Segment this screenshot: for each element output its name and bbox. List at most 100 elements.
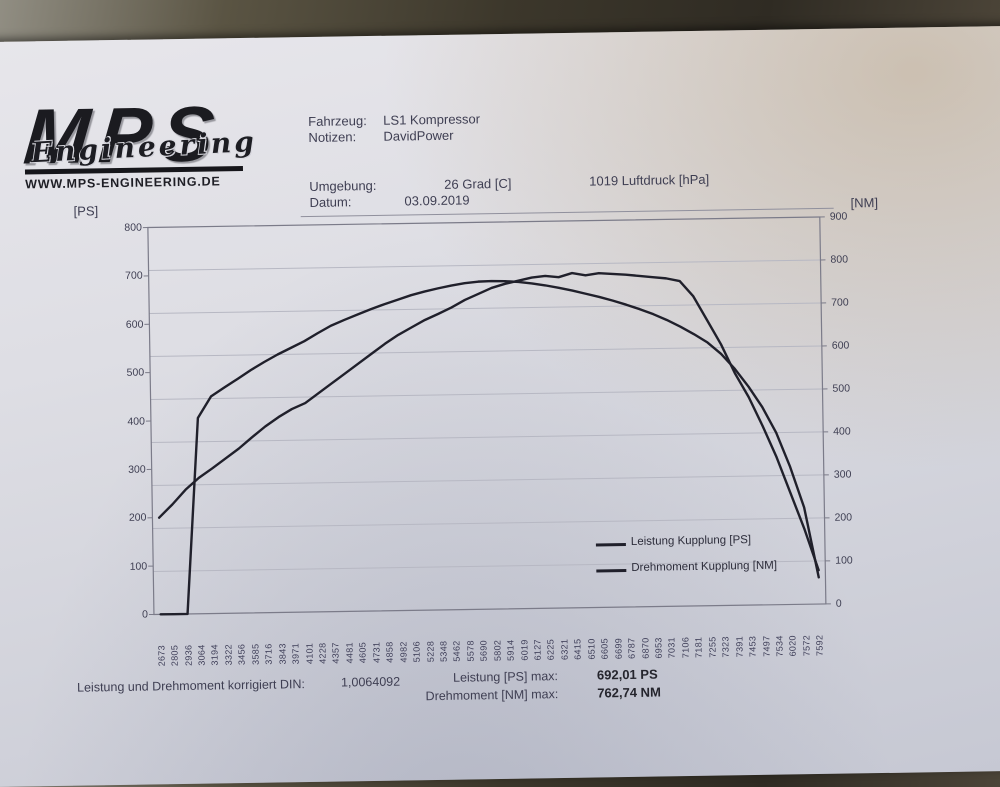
x-axis-tick-label: 6953: [653, 610, 664, 658]
gridline: [151, 389, 823, 400]
x-axis-tick-label: 5690: [478, 613, 489, 661]
x-axis-tick-label: 6787: [626, 611, 637, 659]
left-axis-tick-label: 0: [116, 609, 148, 622]
x-axis-tick-label: 7391: [734, 609, 745, 657]
right-axis-tick-label: 900: [830, 211, 848, 223]
din-correction-label: Leistung und Drehmoment korrigiert DIN:: [77, 677, 305, 695]
right-axis-tick-label: 800: [830, 254, 848, 266]
x-axis-tick-label: 7181: [693, 610, 704, 658]
power-max-value: 692,01 PS: [597, 667, 658, 683]
vehicle-label: Fahrzeug:: [308, 113, 367, 129]
x-axis-tick-label: 5462: [451, 614, 462, 662]
left-axis-unit: [PS]: [73, 203, 98, 218]
left-axis-tick-label: 100: [115, 560, 147, 573]
x-axis-tick-label: 4605: [357, 615, 368, 663]
right-axis-tick-label: 500: [832, 383, 850, 395]
x-axis-tick-label: 7323: [720, 609, 731, 657]
x-axis-tick-label: 7497: [760, 609, 771, 657]
legend-line-power: [596, 543, 626, 546]
left-axis-tick-label: 400: [113, 415, 145, 428]
din-correction-value: 1,0064092: [341, 675, 400, 690]
x-axis-tick-label: 6699: [613, 611, 624, 659]
right-axis-tick-label: 700: [831, 297, 849, 309]
right-axis-tick-label: 0: [836, 598, 842, 610]
left-axis-tick-label: 700: [111, 270, 143, 283]
x-axis-tick-label: 4858: [384, 615, 395, 663]
pressure-value: 1019 Luftdruck [hPa]: [589, 172, 709, 189]
x-axis-tick-label: 6415: [572, 612, 583, 660]
vehicle-value: LS1 Kompressor: [383, 111, 480, 128]
right-axis-tick-label: 200: [834, 511, 852, 523]
date-value: 03.09.2019: [404, 192, 469, 208]
x-axis-tick-label: 3194: [209, 617, 220, 665]
right-axis-tick-label: 600: [832, 340, 850, 352]
x-axis-tick-label: 4357: [330, 616, 341, 664]
x-axis-tick-label: 5802: [492, 613, 503, 661]
right-axis-tick-label: 300: [834, 468, 852, 480]
x-axis-tick-label: 6870: [639, 611, 650, 659]
legend-line-torque: [596, 569, 626, 572]
x-axis-tick-label: 7031: [666, 610, 677, 658]
left-axis-tick-label: 800: [110, 222, 142, 235]
legend-label-torque: Drehmoment Kupplung [NM]: [631, 560, 777, 574]
x-axis-tick-label: 6225: [545, 612, 556, 660]
environment-label: Umgebung:: [309, 178, 376, 194]
logo-website-url: WWW.MPS-ENGINEERING.DE: [25, 174, 221, 191]
torque-max-value: 762,74 NM: [597, 685, 661, 701]
x-axis-tick-label: 2673: [156, 618, 167, 666]
power-max-label: Leistung [PS] max:: [418, 669, 558, 685]
x-axis-tick-label: 7453: [747, 609, 758, 657]
x-axis-tick-label: 4228: [317, 616, 328, 664]
dyno-chart-svg: [148, 217, 826, 615]
x-axis-tick-label: 3064: [196, 618, 207, 666]
notes-value: DavidPower: [383, 128, 453, 144]
x-axis-tick-label: 3716: [263, 617, 274, 665]
x-axis-tick-label: 7592: [814, 608, 825, 656]
x-axis-tick-label: 7106: [680, 610, 691, 658]
plot-border: [148, 217, 826, 615]
left-axis-tick-label: 500: [112, 367, 144, 380]
gridline: [149, 260, 821, 271]
left-axis-tick-label: 600: [111, 318, 143, 331]
x-axis-tick-label: 6510: [586, 612, 597, 660]
date-label: Datum:: [309, 194, 351, 210]
x-axis-tick-label: 7255: [707, 610, 718, 658]
left-axis-tick-label: 300: [114, 463, 146, 476]
x-axis-tick-label: 6020: [787, 608, 798, 656]
x-axis-tick-label: 6605: [599, 611, 610, 659]
legend-label-power: Leistung Kupplung [PS]: [631, 534, 751, 548]
notes-label: Notizen:: [308, 129, 356, 145]
x-axis-tick-label: 6127: [532, 612, 543, 660]
x-axis-tick-label: 2805: [169, 618, 180, 666]
right-axis-tick-label: 100: [835, 554, 853, 566]
header-separator: [301, 208, 834, 217]
gridline: [149, 303, 821, 314]
x-axis-tick-label: 3585: [250, 617, 261, 665]
x-axis-tick-label: 5914: [505, 613, 516, 661]
x-axis-tick-label: 2936: [183, 618, 194, 666]
x-axis-tick-label: 4481: [344, 615, 355, 663]
x-axis-tick-label: 4731: [371, 615, 382, 663]
x-axis-tick-label: 5106: [411, 614, 422, 662]
right-axis-unit: [NM]: [850, 195, 878, 210]
x-axis-tick-label: 3456: [236, 617, 247, 665]
x-axis-tick-label: 5578: [465, 613, 476, 661]
x-axis-tick-label: 6321: [559, 612, 570, 660]
x-axis-tick-label: 6019: [519, 613, 530, 661]
x-axis-tick-label: 4982: [398, 614, 409, 662]
gridline: [153, 518, 825, 529]
paper-content: MPS Engineering WWW.MPS-ENGINEERING.DE F…: [0, 0, 1000, 758]
x-axis-tick-label: 3322: [223, 617, 234, 665]
x-axis-tick-label: 4101: [304, 616, 315, 664]
environment-value: 26 Grad [C]: [444, 176, 511, 192]
right-axis-tick-label: 400: [833, 426, 851, 438]
mps-logo: MPS Engineering WWW.MPS-ENGINEERING.DE: [24, 102, 255, 198]
x-axis-tick-label: 7572: [801, 608, 812, 656]
x-axis-tick-label: 3843: [277, 616, 288, 664]
torque-max-label: Drehmoment [NM] max:: [418, 687, 558, 703]
gridline: [152, 475, 824, 486]
x-axis-tick-label: 5348: [438, 614, 449, 662]
x-axis-tick-label: 7534: [774, 609, 785, 657]
x-axis-tick-label: 3971: [290, 616, 301, 664]
left-axis-tick-label: 200: [114, 512, 146, 525]
